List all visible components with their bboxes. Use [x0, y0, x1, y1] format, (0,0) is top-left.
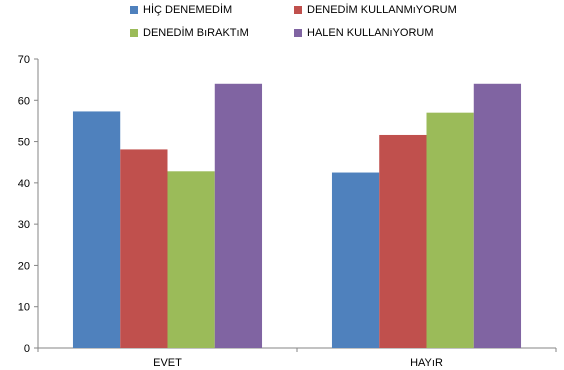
legend-label: DENEDİM BıRAKTıM — [143, 27, 249, 39]
bar-0-0 — [72, 111, 121, 348]
legend-entry-halen-kullaniyorum: HALEN KULLANıYORUM — [294, 27, 434, 39]
legend-swatch — [130, 29, 138, 37]
legend-label: HALEN KULLANıYORUM — [307, 27, 434, 39]
legend-swatch — [294, 29, 302, 37]
y-tick-label: 70 — [18, 54, 30, 66]
y-tick-label: 20 — [18, 260, 30, 272]
x-category-label: EVET — [153, 357, 182, 369]
bar-2-0 — [167, 171, 215, 348]
legend-entry-denedim-biraktim: DENEDİM BıRAKTıM — [130, 27, 249, 39]
bar-1-1 — [379, 134, 427, 348]
y-tick-label: 0 — [24, 343, 30, 355]
bar-1-0 — [120, 149, 168, 348]
legend-label: DENEDİM KULLANMıYORUM — [307, 4, 457, 16]
bar-3-0 — [214, 83, 263, 349]
y-tick-label: 10 — [18, 302, 30, 314]
legend-label: HİÇ DENEMEDİM — [143, 4, 233, 16]
legend-swatch — [130, 6, 138, 14]
y-tick-label: 60 — [18, 95, 30, 107]
bar-2-1 — [426, 112, 474, 349]
x-category-label: HAYıR — [410, 357, 443, 369]
bar-0-1 — [331, 172, 380, 348]
y-tick-label: 30 — [18, 219, 30, 231]
y-tick-label: 40 — [18, 178, 30, 190]
legend-swatch — [294, 6, 302, 14]
bar-3-1 — [473, 83, 522, 349]
chart-legend: HİÇ DENEMEDİM DENEDİM KULLANMıYORUM DENE… — [0, 0, 564, 50]
y-tick-label: 50 — [18, 137, 30, 149]
legend-entry-hic-denemedim: HİÇ DENEMEDİM — [130, 4, 232, 16]
legend-entry-denedim-kullanmiyorum: DENEDİM KULLANMıYORUM — [294, 4, 457, 16]
